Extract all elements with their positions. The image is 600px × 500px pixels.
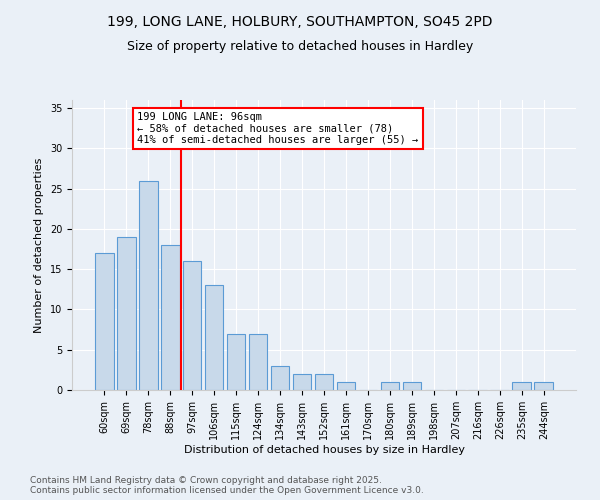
Text: 199, LONG LANE, HOLBURY, SOUTHAMPTON, SO45 2PD: 199, LONG LANE, HOLBURY, SOUTHAMPTON, SO…	[107, 15, 493, 29]
Bar	[512, 382, 531, 390]
Y-axis label: Number of detached properties: Number of detached properties	[34, 158, 44, 332]
Bar	[183, 261, 202, 390]
Bar	[380, 382, 399, 390]
Text: 199 LONG LANE: 96sqm
← 58% of detached houses are smaller (78)
41% of semi-detac: 199 LONG LANE: 96sqm ← 58% of detached h…	[137, 112, 418, 146]
Bar	[117, 237, 136, 390]
Bar	[139, 180, 158, 390]
Bar	[205, 286, 223, 390]
Bar	[337, 382, 355, 390]
Bar	[403, 382, 421, 390]
Bar	[535, 382, 553, 390]
Bar	[271, 366, 289, 390]
X-axis label: Distribution of detached houses by size in Hardley: Distribution of detached houses by size …	[184, 444, 464, 454]
Bar	[249, 334, 268, 390]
Bar	[227, 334, 245, 390]
Bar	[161, 245, 179, 390]
Text: Contains HM Land Registry data © Crown copyright and database right 2025.
Contai: Contains HM Land Registry data © Crown c…	[30, 476, 424, 495]
Text: Size of property relative to detached houses in Hardley: Size of property relative to detached ho…	[127, 40, 473, 53]
Bar	[314, 374, 334, 390]
Bar	[293, 374, 311, 390]
Bar	[95, 253, 113, 390]
